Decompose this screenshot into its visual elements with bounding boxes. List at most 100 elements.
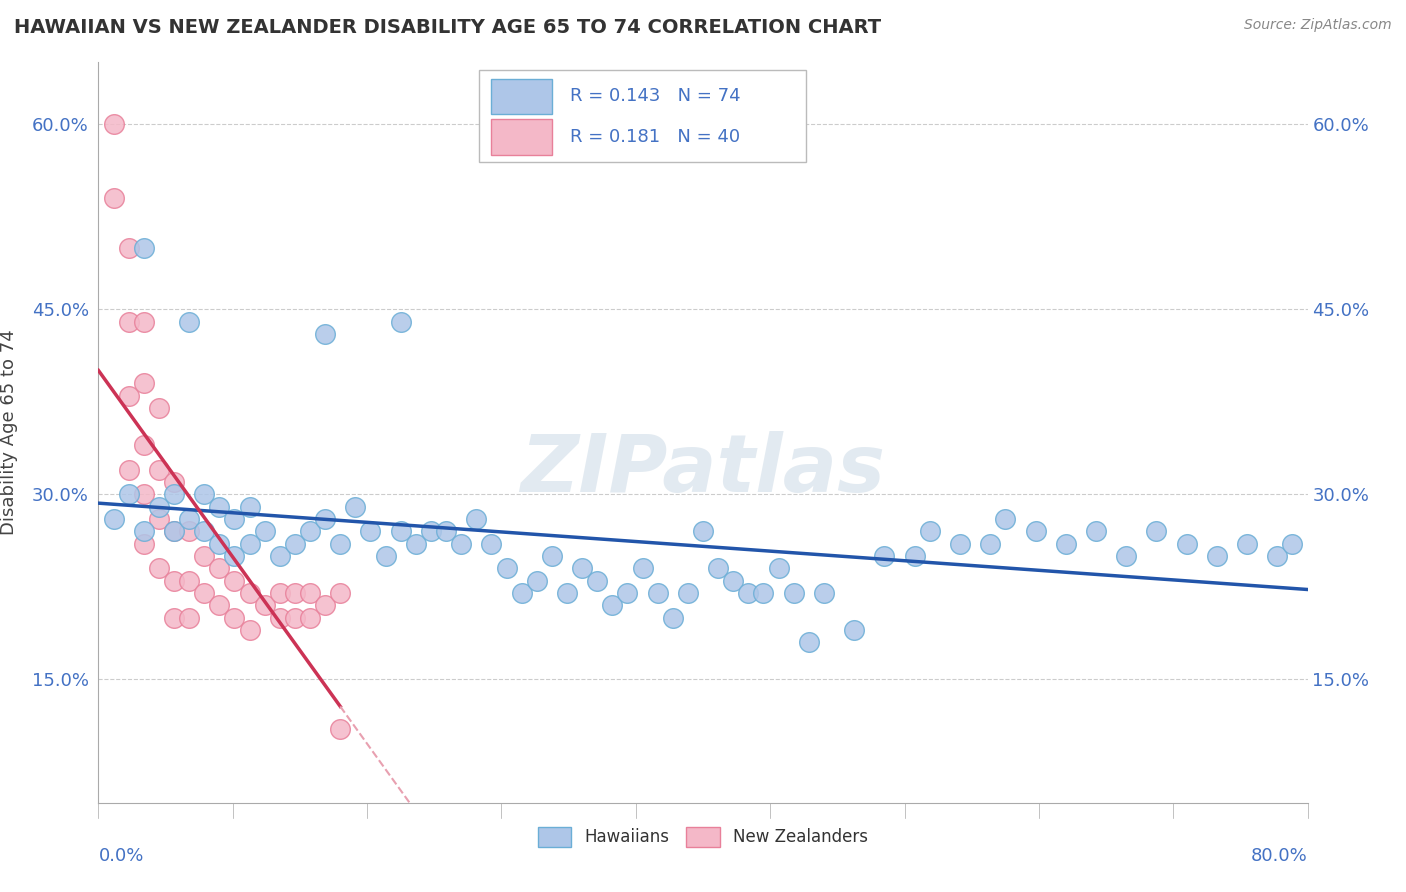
- Point: [1054, 536, 1077, 550]
- Point: [118, 487, 141, 501]
- Point: [389, 524, 412, 539]
- Point: [1115, 549, 1137, 563]
- Point: [1024, 524, 1046, 539]
- Point: [329, 586, 352, 600]
- Point: [314, 512, 336, 526]
- Point: [179, 314, 201, 328]
- Point: [344, 500, 367, 514]
- Point: [132, 487, 155, 501]
- Point: [994, 512, 1017, 526]
- Point: [148, 561, 170, 575]
- Point: [103, 512, 125, 526]
- Point: [253, 524, 276, 539]
- Point: [389, 314, 412, 328]
- FancyBboxPatch shape: [492, 78, 551, 114]
- Point: [420, 524, 443, 539]
- Point: [208, 536, 231, 550]
- Point: [1206, 549, 1229, 563]
- Point: [148, 512, 170, 526]
- Point: [555, 586, 578, 600]
- Text: R = 0.143   N = 74: R = 0.143 N = 74: [569, 87, 741, 105]
- Point: [132, 524, 155, 539]
- Point: [163, 610, 186, 624]
- Point: [132, 438, 155, 452]
- Point: [239, 500, 262, 514]
- Point: [979, 536, 1001, 550]
- Point: [540, 549, 562, 563]
- Point: [752, 586, 775, 600]
- Point: [163, 574, 186, 588]
- Point: [813, 586, 835, 600]
- Point: [284, 586, 307, 600]
- Point: [208, 500, 231, 514]
- Point: [118, 388, 141, 402]
- Point: [148, 401, 170, 415]
- Legend: Hawaiians, New Zealanders: Hawaiians, New Zealanders: [531, 820, 875, 854]
- Point: [949, 536, 972, 550]
- Point: [314, 326, 336, 341]
- Point: [707, 561, 730, 575]
- Point: [269, 610, 291, 624]
- Point: [329, 722, 352, 736]
- Point: [465, 512, 488, 526]
- Point: [103, 191, 125, 205]
- Point: [163, 524, 186, 539]
- Point: [299, 586, 322, 600]
- Point: [284, 536, 307, 550]
- Point: [163, 487, 186, 501]
- Point: [179, 512, 201, 526]
- Point: [571, 561, 593, 575]
- Point: [224, 549, 246, 563]
- Text: HAWAIIAN VS NEW ZEALANDER DISABILITY AGE 65 TO 74 CORRELATION CHART: HAWAIIAN VS NEW ZEALANDER DISABILITY AGE…: [14, 18, 882, 37]
- Point: [647, 586, 669, 600]
- Point: [405, 536, 427, 550]
- Point: [676, 586, 699, 600]
- Point: [239, 623, 262, 637]
- Point: [450, 536, 472, 550]
- Point: [193, 487, 215, 501]
- Point: [179, 524, 201, 539]
- Point: [148, 500, 170, 514]
- Point: [224, 574, 246, 588]
- Point: [118, 462, 141, 476]
- Text: ZIPatlas: ZIPatlas: [520, 431, 886, 508]
- Text: 80.0%: 80.0%: [1251, 847, 1308, 865]
- Point: [631, 561, 654, 575]
- Point: [193, 586, 215, 600]
- Point: [193, 524, 215, 539]
- Point: [193, 549, 215, 563]
- Point: [510, 586, 533, 600]
- Point: [224, 610, 246, 624]
- Point: [148, 462, 170, 476]
- Point: [163, 475, 186, 489]
- Point: [904, 549, 927, 563]
- Point: [783, 586, 806, 600]
- Point: [360, 524, 382, 539]
- Point: [1144, 524, 1167, 539]
- Point: [299, 610, 322, 624]
- Point: [269, 586, 291, 600]
- Point: [269, 549, 291, 563]
- Point: [224, 512, 246, 526]
- Point: [1085, 524, 1108, 539]
- Point: [481, 536, 503, 550]
- Point: [179, 610, 201, 624]
- Point: [737, 586, 759, 600]
- Point: [1236, 536, 1258, 550]
- Text: 0.0%: 0.0%: [98, 847, 143, 865]
- Point: [1175, 536, 1198, 550]
- Point: [118, 314, 141, 328]
- Text: Source: ZipAtlas.com: Source: ZipAtlas.com: [1244, 18, 1392, 32]
- Point: [768, 561, 790, 575]
- FancyBboxPatch shape: [479, 70, 806, 162]
- Point: [661, 610, 683, 624]
- Point: [723, 574, 745, 588]
- Point: [163, 524, 186, 539]
- Point: [526, 574, 548, 588]
- Point: [314, 599, 336, 613]
- Point: [873, 549, 896, 563]
- Point: [239, 586, 262, 600]
- FancyBboxPatch shape: [492, 120, 551, 155]
- Point: [103, 117, 125, 131]
- Point: [374, 549, 396, 563]
